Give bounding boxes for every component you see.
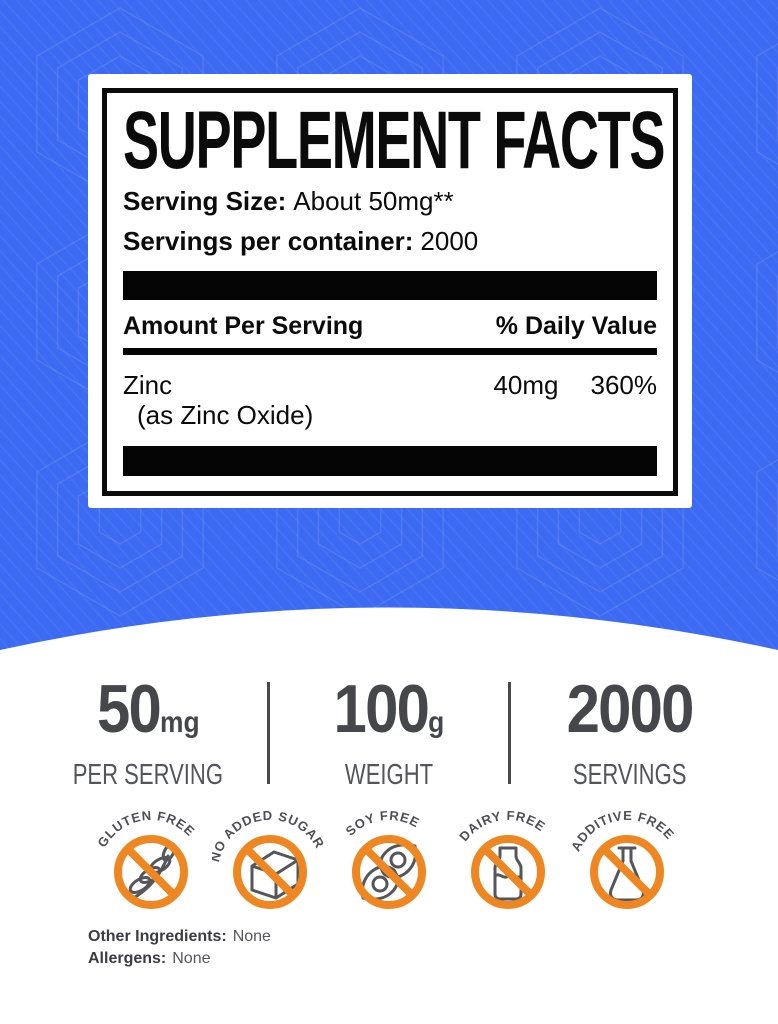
stat-divider (267, 682, 270, 784)
stat-servings-label: SERVINGS (573, 759, 687, 791)
stat-weight-number: 100g (333, 671, 445, 747)
badge-soy-free: SOY FREE (331, 804, 447, 914)
badge-no-added-sugar: NO ADDED SUGAR (212, 804, 328, 914)
prohibition-slash (481, 845, 535, 899)
ingredient-form: (as Zinc Oxide) (137, 400, 314, 430)
ingredient-name: Zinc (123, 370, 173, 400)
other-ingredients-label: Other Ingredients: (88, 928, 227, 945)
white-dome-section (0, 607, 778, 1024)
prohibition-slash (124, 845, 178, 899)
footnotes: Other Ingredients: None Allergens: None (88, 926, 271, 970)
stat-weight-unit: g (428, 706, 445, 739)
stat-per-serving-unit: mg (159, 706, 200, 739)
stat-divider (508, 682, 511, 784)
stat-servings: 2000 SERVINGS (511, 671, 749, 791)
prohibition-ring (471, 835, 545, 909)
stat-per-serving-number: 50mg (96, 671, 200, 747)
badge-additive-free: ADDITIVE FREE (569, 804, 685, 914)
serving-size-label: Serving Size: (123, 186, 287, 216)
serving-size-line: Serving Size: About 50mg** (123, 185, 657, 217)
stat-weight-label: WEIGHT (344, 759, 434, 791)
prohibition-ring (114, 835, 188, 909)
daily-value-header: % Daily Value (495, 312, 657, 340)
other-ingredients-value: None (232, 928, 271, 945)
badges-row: GLUTEN FREE NO ADDED SUGAR (0, 804, 778, 914)
prohibition-slash (243, 845, 297, 899)
other-ingredients-line: Other Ingredients: None (88, 926, 271, 948)
stats-row: 50mg PER SERVING 100g WEIGHT 2000 SERVIN… (0, 671, 778, 791)
ingredient-amount: 40mg (493, 370, 559, 400)
facts-header-row: Amount Per Serving % Daily Value (123, 312, 657, 340)
badge-gluten-free: GLUTEN FREE (93, 804, 209, 914)
amount-per-serving-header: Amount Per Serving (123, 312, 364, 340)
separator-bar-bottom (123, 446, 657, 476)
stat-per-serving: 50mg PER SERVING (29, 671, 267, 791)
separator-bar-top (123, 271, 657, 300)
prohibition-ring (233, 835, 307, 909)
stat-servings-number: 2000 (566, 671, 695, 747)
soy-bean-icon (360, 843, 418, 901)
header-rule (123, 348, 657, 355)
allergens-value: None (172, 950, 211, 967)
servings-value: 2000 (420, 226, 479, 256)
prohibition-slash (362, 845, 416, 899)
stat-weight: 100g WEIGHT (270, 671, 508, 791)
prohibition-slash (600, 845, 654, 899)
allergens-label: Allergens: (88, 950, 167, 967)
servings-label: Servings per container: (123, 226, 414, 256)
wheat-icon (128, 842, 177, 899)
facts-border-box: SUPPLEMENT FACTS Serving Size: About 50mg… (102, 88, 678, 496)
badge-soy-free-label: SOY FREE (343, 808, 423, 839)
prohibition-ring (352, 835, 426, 909)
allergens-line: Allergens: None (88, 948, 271, 970)
badge-gluten-free-label: GLUTEN FREE (94, 808, 198, 850)
facts-title: SUPPLEMENT FACTS (123, 95, 665, 186)
servings-per-container-line: Servings per container: 2000 (123, 225, 657, 257)
serving-size-value: About 50mg** (293, 186, 454, 216)
fact-row: Zinc 40mg 360% (123, 370, 657, 400)
prohibition-ring (590, 835, 664, 909)
stat-per-serving-label: PER SERVING (72, 759, 224, 791)
ingredient-daily-value: 360% (590, 370, 658, 400)
supplement-facts-card: SUPPLEMENT FACTS Serving Size: About 50mg… (88, 74, 692, 508)
badge-dairy-free: DAIRY FREE (450, 804, 566, 914)
